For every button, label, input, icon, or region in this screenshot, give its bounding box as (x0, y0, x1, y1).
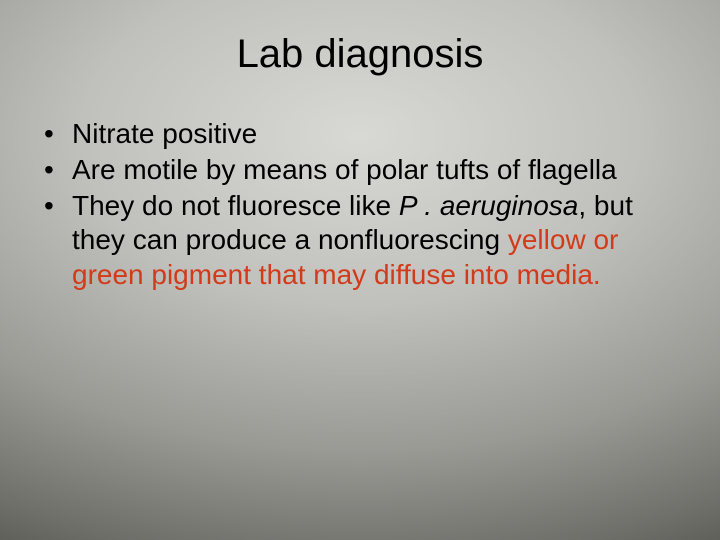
list-item: Are motile by means of polar tufts of fl… (40, 153, 684, 187)
list-item: Nitrate positive (40, 117, 684, 151)
slide-title: Lab diagnosis (36, 32, 684, 77)
bullet-italic: P . aeruginosa (399, 190, 579, 221)
bullet-text: They do not fluoresce like (72, 190, 399, 221)
bullet-text: Nitrate positive (72, 118, 257, 149)
bullet-text: Are motile by means of polar tufts of fl… (72, 154, 617, 185)
list-item: They do not fluoresce like P . aeruginos… (40, 189, 684, 291)
bullet-list: Nitrate positive Are motile by means of … (36, 117, 684, 292)
slide: Lab diagnosis Nitrate positive Are motil… (0, 0, 720, 540)
